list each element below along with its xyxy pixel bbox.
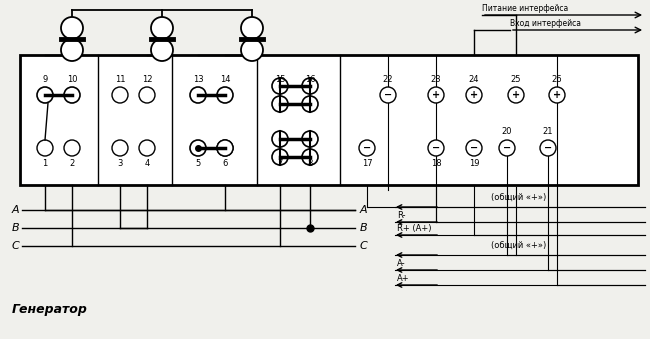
Circle shape — [217, 140, 233, 156]
Circle shape — [540, 140, 556, 156]
Text: 26: 26 — [552, 75, 562, 84]
Circle shape — [217, 87, 233, 103]
Circle shape — [37, 87, 53, 103]
Circle shape — [466, 140, 482, 156]
Circle shape — [190, 140, 206, 156]
Text: Генератор: Генератор — [12, 303, 88, 317]
Text: +: + — [512, 90, 520, 100]
Text: 25: 25 — [511, 75, 521, 84]
Circle shape — [508, 87, 524, 103]
Text: 19: 19 — [469, 159, 479, 168]
Circle shape — [217, 140, 233, 156]
Text: Вход интерфейса: Вход интерфейса — [510, 19, 581, 28]
Circle shape — [112, 87, 128, 103]
Text: 4: 4 — [144, 159, 150, 168]
Text: +: + — [470, 90, 478, 100]
Circle shape — [151, 39, 173, 61]
Text: −: − — [384, 90, 392, 100]
Text: R+ (A+): R+ (A+) — [397, 224, 432, 233]
Circle shape — [64, 140, 80, 156]
Text: −: − — [470, 143, 478, 153]
Text: A+: A+ — [397, 274, 410, 283]
Circle shape — [272, 96, 288, 112]
Text: 18: 18 — [431, 159, 441, 168]
Bar — [20, 55, 638, 185]
Text: 11: 11 — [115, 75, 125, 84]
Text: 9: 9 — [42, 75, 47, 84]
Text: −: − — [544, 143, 552, 153]
Circle shape — [61, 39, 83, 61]
Circle shape — [302, 131, 318, 147]
Text: 22: 22 — [383, 75, 393, 84]
Text: 3: 3 — [117, 159, 123, 168]
Text: A-: A- — [397, 259, 406, 268]
Text: 21: 21 — [543, 127, 553, 136]
Text: +: + — [553, 90, 561, 100]
Circle shape — [272, 149, 288, 165]
Text: 24: 24 — [469, 75, 479, 84]
Circle shape — [428, 87, 444, 103]
Text: R-: R- — [397, 211, 406, 220]
Circle shape — [151, 17, 173, 39]
Circle shape — [61, 17, 83, 39]
Circle shape — [139, 140, 155, 156]
Text: 12: 12 — [142, 75, 152, 84]
Circle shape — [302, 149, 318, 165]
Text: 2: 2 — [70, 159, 75, 168]
Text: A: A — [360, 205, 368, 215]
Circle shape — [241, 17, 263, 39]
Text: 16: 16 — [305, 75, 315, 84]
Circle shape — [64, 87, 80, 103]
Text: C: C — [360, 241, 368, 251]
Circle shape — [112, 140, 128, 156]
Circle shape — [428, 140, 444, 156]
Circle shape — [359, 140, 375, 156]
Text: 15: 15 — [275, 75, 285, 84]
Text: A: A — [12, 205, 19, 215]
Text: (общий «+»): (общий «+») — [491, 241, 547, 250]
Text: 6: 6 — [222, 159, 227, 168]
Circle shape — [302, 78, 318, 94]
Circle shape — [466, 87, 482, 103]
Text: (общий «+»): (общий «+») — [491, 193, 547, 202]
Circle shape — [272, 78, 288, 94]
Text: 14: 14 — [220, 75, 230, 84]
Circle shape — [380, 87, 396, 103]
Text: +: + — [432, 90, 440, 100]
Circle shape — [499, 140, 515, 156]
Circle shape — [139, 87, 155, 103]
Text: C: C — [11, 241, 19, 251]
Text: 8: 8 — [307, 159, 313, 168]
Text: Питание интерфейса: Питание интерфейса — [482, 4, 568, 13]
Circle shape — [272, 131, 288, 147]
Text: 1: 1 — [42, 159, 47, 168]
Circle shape — [302, 96, 318, 112]
Text: −: − — [503, 143, 511, 153]
Text: 5: 5 — [196, 159, 201, 168]
Circle shape — [241, 39, 263, 61]
Text: −: − — [363, 143, 371, 153]
Circle shape — [549, 87, 565, 103]
Text: B: B — [360, 223, 368, 233]
Text: 10: 10 — [67, 75, 77, 84]
Text: 13: 13 — [192, 75, 203, 84]
Text: 20: 20 — [502, 127, 512, 136]
Text: 7: 7 — [278, 159, 283, 168]
Text: −: − — [432, 143, 440, 153]
Text: B: B — [12, 223, 19, 233]
Text: 23: 23 — [431, 75, 441, 84]
Circle shape — [37, 140, 53, 156]
Text: 17: 17 — [361, 159, 372, 168]
Circle shape — [190, 87, 206, 103]
